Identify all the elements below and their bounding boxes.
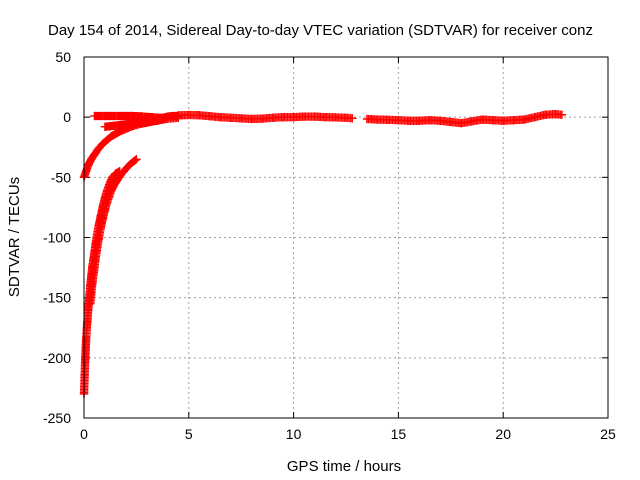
series-mid-bar (100, 116, 162, 131)
series-steep-arc (79, 167, 124, 399)
data-point (87, 155, 96, 164)
data-point (98, 214, 108, 223)
data-point (509, 116, 518, 125)
data-point (80, 371, 89, 381)
x-tick-label: 5 (185, 426, 193, 442)
data-point (90, 263, 99, 272)
data-point (237, 114, 246, 123)
data-point (98, 139, 108, 148)
data-point (446, 117, 455, 127)
data-point (94, 234, 103, 243)
data-point (108, 173, 117, 182)
data-point (84, 305, 93, 314)
data-point (362, 114, 372, 124)
data-point (107, 186, 116, 195)
x-axis-label: GPS time / hours (287, 458, 401, 475)
data-point (113, 175, 122, 184)
data-point (110, 180, 119, 189)
y-axis-label: SDTVAR / TECUs (6, 177, 23, 297)
data-point (111, 129, 120, 139)
data-point (119, 167, 128, 176)
data-point (81, 353, 90, 362)
data-point (394, 116, 403, 125)
data-point (94, 144, 103, 153)
axis-ticks: 0 5 10 15 20 25 -250 -200 -150 -100 -50 0 50 (43, 49, 616, 442)
data-series (79, 110, 567, 399)
data-point (425, 116, 434, 125)
data-point (82, 319, 92, 329)
data-point (299, 112, 309, 121)
y-tick-label: -250 (43, 410, 71, 426)
data-point (184, 110, 193, 120)
data-point (478, 115, 487, 124)
data-point (84, 161, 93, 170)
data-point (520, 115, 529, 124)
data-point (92, 247, 101, 257)
data-point (383, 115, 393, 124)
data-point (216, 113, 225, 122)
data-point (540, 110, 550, 119)
data-point (105, 192, 114, 201)
data-point (557, 110, 567, 119)
data-point (415, 116, 424, 125)
series-upper-track-end (362, 110, 567, 128)
series-trace (79, 167, 124, 399)
data-point (132, 155, 141, 164)
plot-frame (83, 56, 609, 419)
data-point (436, 116, 445, 125)
y-tick-label: 50 (55, 49, 71, 65)
data-point (268, 113, 277, 122)
data-point (499, 116, 508, 125)
data-point (278, 113, 288, 122)
data-point (373, 115, 382, 124)
data-point (90, 150, 99, 159)
data-point (102, 135, 112, 145)
data-point (530, 113, 539, 122)
x-tick-label: 25 (600, 426, 616, 442)
data-point (116, 170, 125, 180)
series-wide-arc (86, 155, 141, 308)
data-point (348, 114, 357, 123)
data-point (102, 198, 112, 207)
data-point (88, 279, 97, 288)
data-point (122, 163, 132, 172)
data-point (310, 112, 319, 121)
chart-title: Day 154 of 2014, Sidereal Day-to-day VTE… (48, 22, 593, 39)
data-point (404, 116, 414, 125)
grid (84, 57, 608, 418)
data-point (195, 111, 204, 120)
data-point (100, 205, 110, 214)
y-tick-label: -200 (43, 350, 71, 366)
data-point (331, 113, 340, 122)
data-point (320, 113, 330, 122)
y-tick-label: -50 (51, 169, 71, 185)
data-point (226, 113, 235, 122)
data-point (153, 116, 162, 125)
y-tick-label: 0 (63, 109, 71, 125)
data-point (86, 299, 95, 308)
data-point (96, 223, 105, 233)
data-point (205, 112, 214, 121)
x-tick-label: 15 (391, 426, 407, 442)
x-tick-label: 10 (286, 426, 302, 442)
y-tick-label: -100 (43, 230, 71, 246)
y-tick-label: -150 (43, 290, 71, 306)
data-point (174, 113, 183, 122)
data-point (488, 116, 497, 125)
data-point (457, 119, 466, 128)
x-tick-label: 20 (495, 426, 511, 442)
data-point (107, 132, 116, 141)
series-upper-track-main (174, 110, 357, 124)
data-point (247, 114, 256, 124)
data-point (289, 113, 298, 122)
data-point (467, 117, 476, 126)
x-tick-label: 0 (80, 426, 88, 442)
data-point (115, 127, 124, 136)
data-point (258, 114, 267, 123)
